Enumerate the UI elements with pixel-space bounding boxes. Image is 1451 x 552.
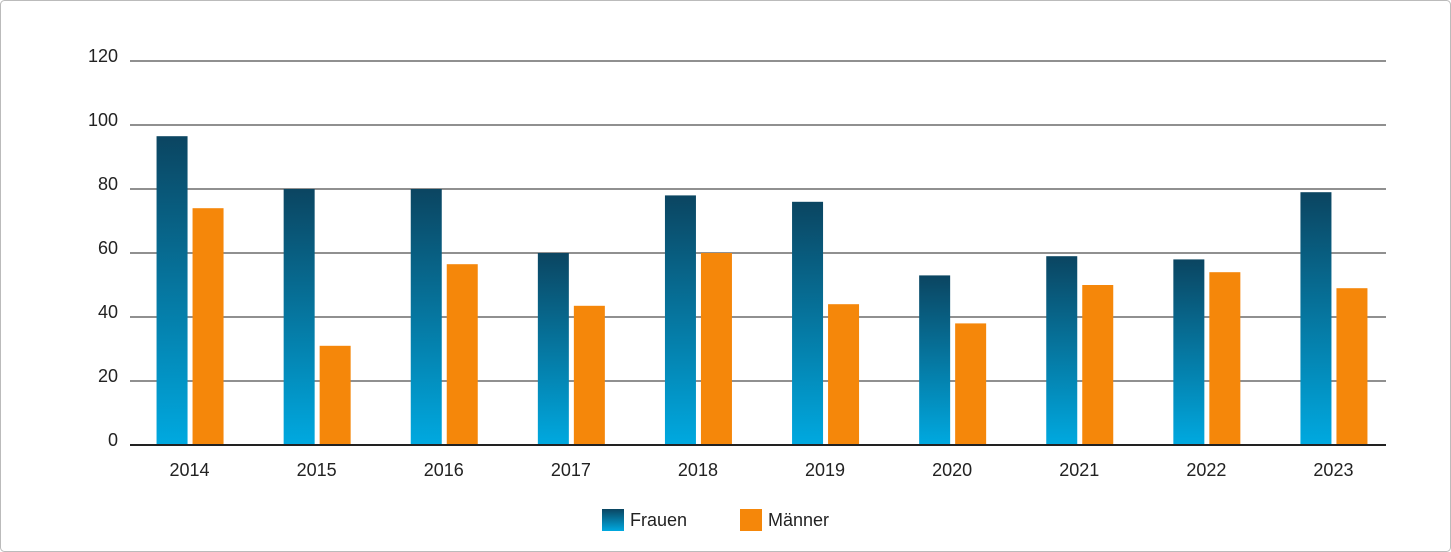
y-tick-label: 0 [108, 430, 118, 450]
bar [1082, 285, 1114, 445]
bar [192, 208, 224, 445]
bar [700, 253, 732, 445]
bar [446, 264, 478, 445]
y-tick-label: 80 [98, 174, 118, 194]
bar [1209, 272, 1241, 445]
bar [283, 189, 315, 445]
x-tick-label: 2017 [551, 460, 591, 480]
bar [573, 305, 605, 445]
bar [1336, 288, 1368, 445]
x-tick-label: 2018 [678, 460, 718, 480]
bar [792, 201, 824, 445]
legend-label: Frauen [630, 510, 687, 530]
y-tick-label: 20 [98, 366, 118, 386]
bar [1300, 192, 1332, 445]
x-tick-label: 2019 [805, 460, 845, 480]
bar [828, 304, 860, 445]
x-tick-label: 2021 [1059, 460, 1099, 480]
legend-swatch [602, 509, 624, 531]
bar [156, 136, 188, 445]
bar [664, 195, 696, 445]
bar [319, 345, 351, 445]
x-tick-label: 2015 [297, 460, 337, 480]
x-tick-label: 2016 [424, 460, 464, 480]
bar [1046, 256, 1078, 445]
bar [410, 189, 442, 445]
x-tick-label: 2014 [170, 460, 210, 480]
y-tick-label: 120 [88, 46, 118, 66]
x-tick-label: 2022 [1186, 460, 1226, 480]
y-tick-label: 40 [98, 302, 118, 322]
legend-label: Männer [768, 510, 829, 530]
y-tick-label: 100 [88, 110, 118, 130]
x-tick-label: 2020 [932, 460, 972, 480]
y-tick-label: 60 [98, 238, 118, 258]
bar [955, 323, 987, 445]
bar [919, 275, 951, 445]
legend-swatch [740, 509, 762, 531]
bar [1173, 259, 1205, 445]
bar [537, 253, 569, 445]
x-tick-label: 2023 [1313, 460, 1353, 480]
